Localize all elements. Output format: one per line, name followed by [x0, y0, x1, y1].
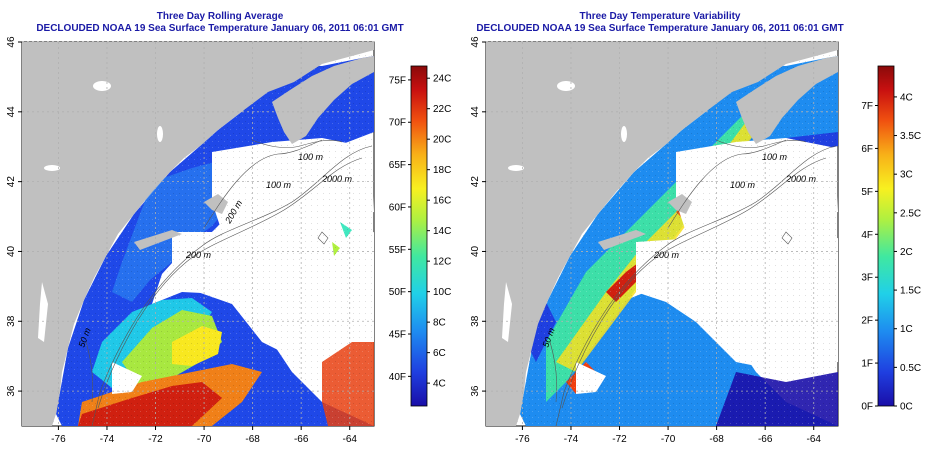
colorbar-c-label: 20C [433, 135, 451, 146]
lat-tick-label: 44 [470, 106, 481, 118]
colorbar-c-label: 4C [433, 379, 446, 390]
colorbar-c-label: 0.5C [900, 363, 921, 374]
colorbar-f-label: 40F [389, 372, 406, 383]
right-contour-label: 100 m [730, 180, 756, 190]
right-variability-map: 100 m 100 m 2000 m 200 m 50 m -76 -74 -72-… [470, 36, 839, 445]
colorbar-c-label: 4C [900, 92, 913, 103]
lat-tick-label: 46 [470, 36, 481, 48]
lat-tick-label: 38 [470, 315, 481, 327]
lon-tick-label: -64 [342, 434, 357, 445]
right-map-title: Three Day Temperature Variability DECLOU… [470, 11, 850, 35]
lat-tick-label: 44 [6, 106, 17, 118]
colorbar-f-label: 7F [861, 101, 873, 112]
lat-tick-label: 46 [6, 36, 17, 48]
colorbar-c-label: 22C [433, 104, 451, 115]
left-contour-label: 100 m [266, 180, 292, 190]
lon-tick-label: -70 [661, 434, 676, 445]
colorbar-c-label: 0C [900, 402, 913, 413]
right-map-title-line1: Three Day Temperature Variability [579, 11, 741, 22]
lat-tick-label: 38 [6, 315, 17, 327]
lon-tick-label: -68 [245, 434, 260, 445]
colorbar-f-label: 45F [389, 330, 406, 341]
colorbar-f-label: 75F [389, 75, 406, 86]
colorbar-c-label: 1.5C [900, 286, 921, 297]
colorbar-f-label: 3F [861, 273, 873, 284]
colorbar-c-label: 1C [900, 324, 913, 335]
lon-tick-label: -72 [148, 434, 163, 445]
left-map-title-line1: Three Day Rolling Average [156, 11, 284, 22]
colorbar-c-label: 3C [900, 170, 913, 181]
lat-tick-label: 40 [6, 245, 17, 257]
colorbar-c-label: 12C [433, 257, 451, 268]
right-contour-label: 100 m [762, 152, 788, 162]
left-contour-label: 100 m [298, 152, 324, 162]
colorbar-c-label: 8C [433, 318, 446, 329]
colorbar-c-label: 16C [433, 196, 451, 207]
colorbar-f-label: 60F [389, 202, 406, 213]
right-map-title-line2: DECLOUDED NOAA 19 Sea Surface Temperatur… [476, 23, 844, 34]
colorbar-f-label: 50F [389, 287, 406, 298]
lat-tick-label: 36 [6, 385, 17, 397]
colorbar-c-label: 14C [433, 226, 451, 237]
colorbar-c-label: 3.5C [900, 131, 921, 142]
right-colorbar: 0F 1F 2F 3F 4F 5F 6F 7F 0C 0.5C 1C 1.5C 2C 2.5C 3C 3.5… [861, 65, 921, 413]
left-contour-label: 200 m [185, 250, 212, 260]
lon-tick-label: -76 [515, 434, 530, 445]
lat-tick-label: 42 [470, 176, 481, 188]
colorbar-f-label: 55F [389, 245, 406, 256]
colorbar-f-label: 6F [861, 144, 873, 155]
lon-tick-label: -66 [294, 434, 309, 445]
lon-tick-label: -66 [758, 434, 773, 445]
lon-tick-label: -74 [564, 434, 579, 445]
lat-tick-label: 36 [470, 385, 481, 397]
colorbar-c-label: 6C [433, 348, 446, 359]
lon-tick-label: -72 [612, 434, 627, 445]
colorbar-f-label: 65F [389, 160, 406, 171]
colorbar-f-label: 70F [389, 118, 406, 129]
lat-tick-label: 42 [6, 176, 17, 188]
left-map-title: Three Day Rolling Average DECLOUDED NOAA… [30, 11, 410, 35]
colorbar-f-label: 5F [861, 187, 873, 198]
left-map-title-line2: DECLOUDED NOAA 19 Sea Surface Temperatur… [36, 23, 404, 34]
right-contour-label: 200 m [653, 250, 680, 260]
colorbar-c-label: 10C [433, 287, 451, 298]
left-sst-map: 100 m 100 m 2000 m 200 m 200 m 50 m -76-… [6, 36, 375, 445]
left-contour-label: 2000 m [321, 174, 353, 184]
colorbar-c-label: 18C [433, 165, 451, 176]
colorbar-f-label: 1F [861, 359, 873, 370]
colorbar-f-label: 4F [861, 230, 873, 241]
lon-tick-label: -74 [100, 434, 115, 445]
lon-tick-label: -70 [197, 434, 212, 445]
colorbar-c-label: 2.5C [900, 208, 921, 219]
right-contour-label: 2000 m [785, 174, 817, 184]
lat-tick-label: 40 [470, 245, 481, 257]
colorbar-f-label: 0F [861, 402, 873, 413]
colorbar-f-label: 2F [861, 316, 873, 327]
colorbar-c-label: 24C [433, 74, 451, 85]
lon-tick-label: -76 [51, 434, 66, 445]
lon-tick-label: -64 [806, 434, 821, 445]
colorbar-c-label: 2C [900, 247, 913, 258]
left-colorbar: 40F 45F 50F 55F 60F 65F 70F 75F 4C 6C 8C 10C 12C 14C… [389, 65, 451, 407]
lon-tick-label: -68 [709, 434, 724, 445]
